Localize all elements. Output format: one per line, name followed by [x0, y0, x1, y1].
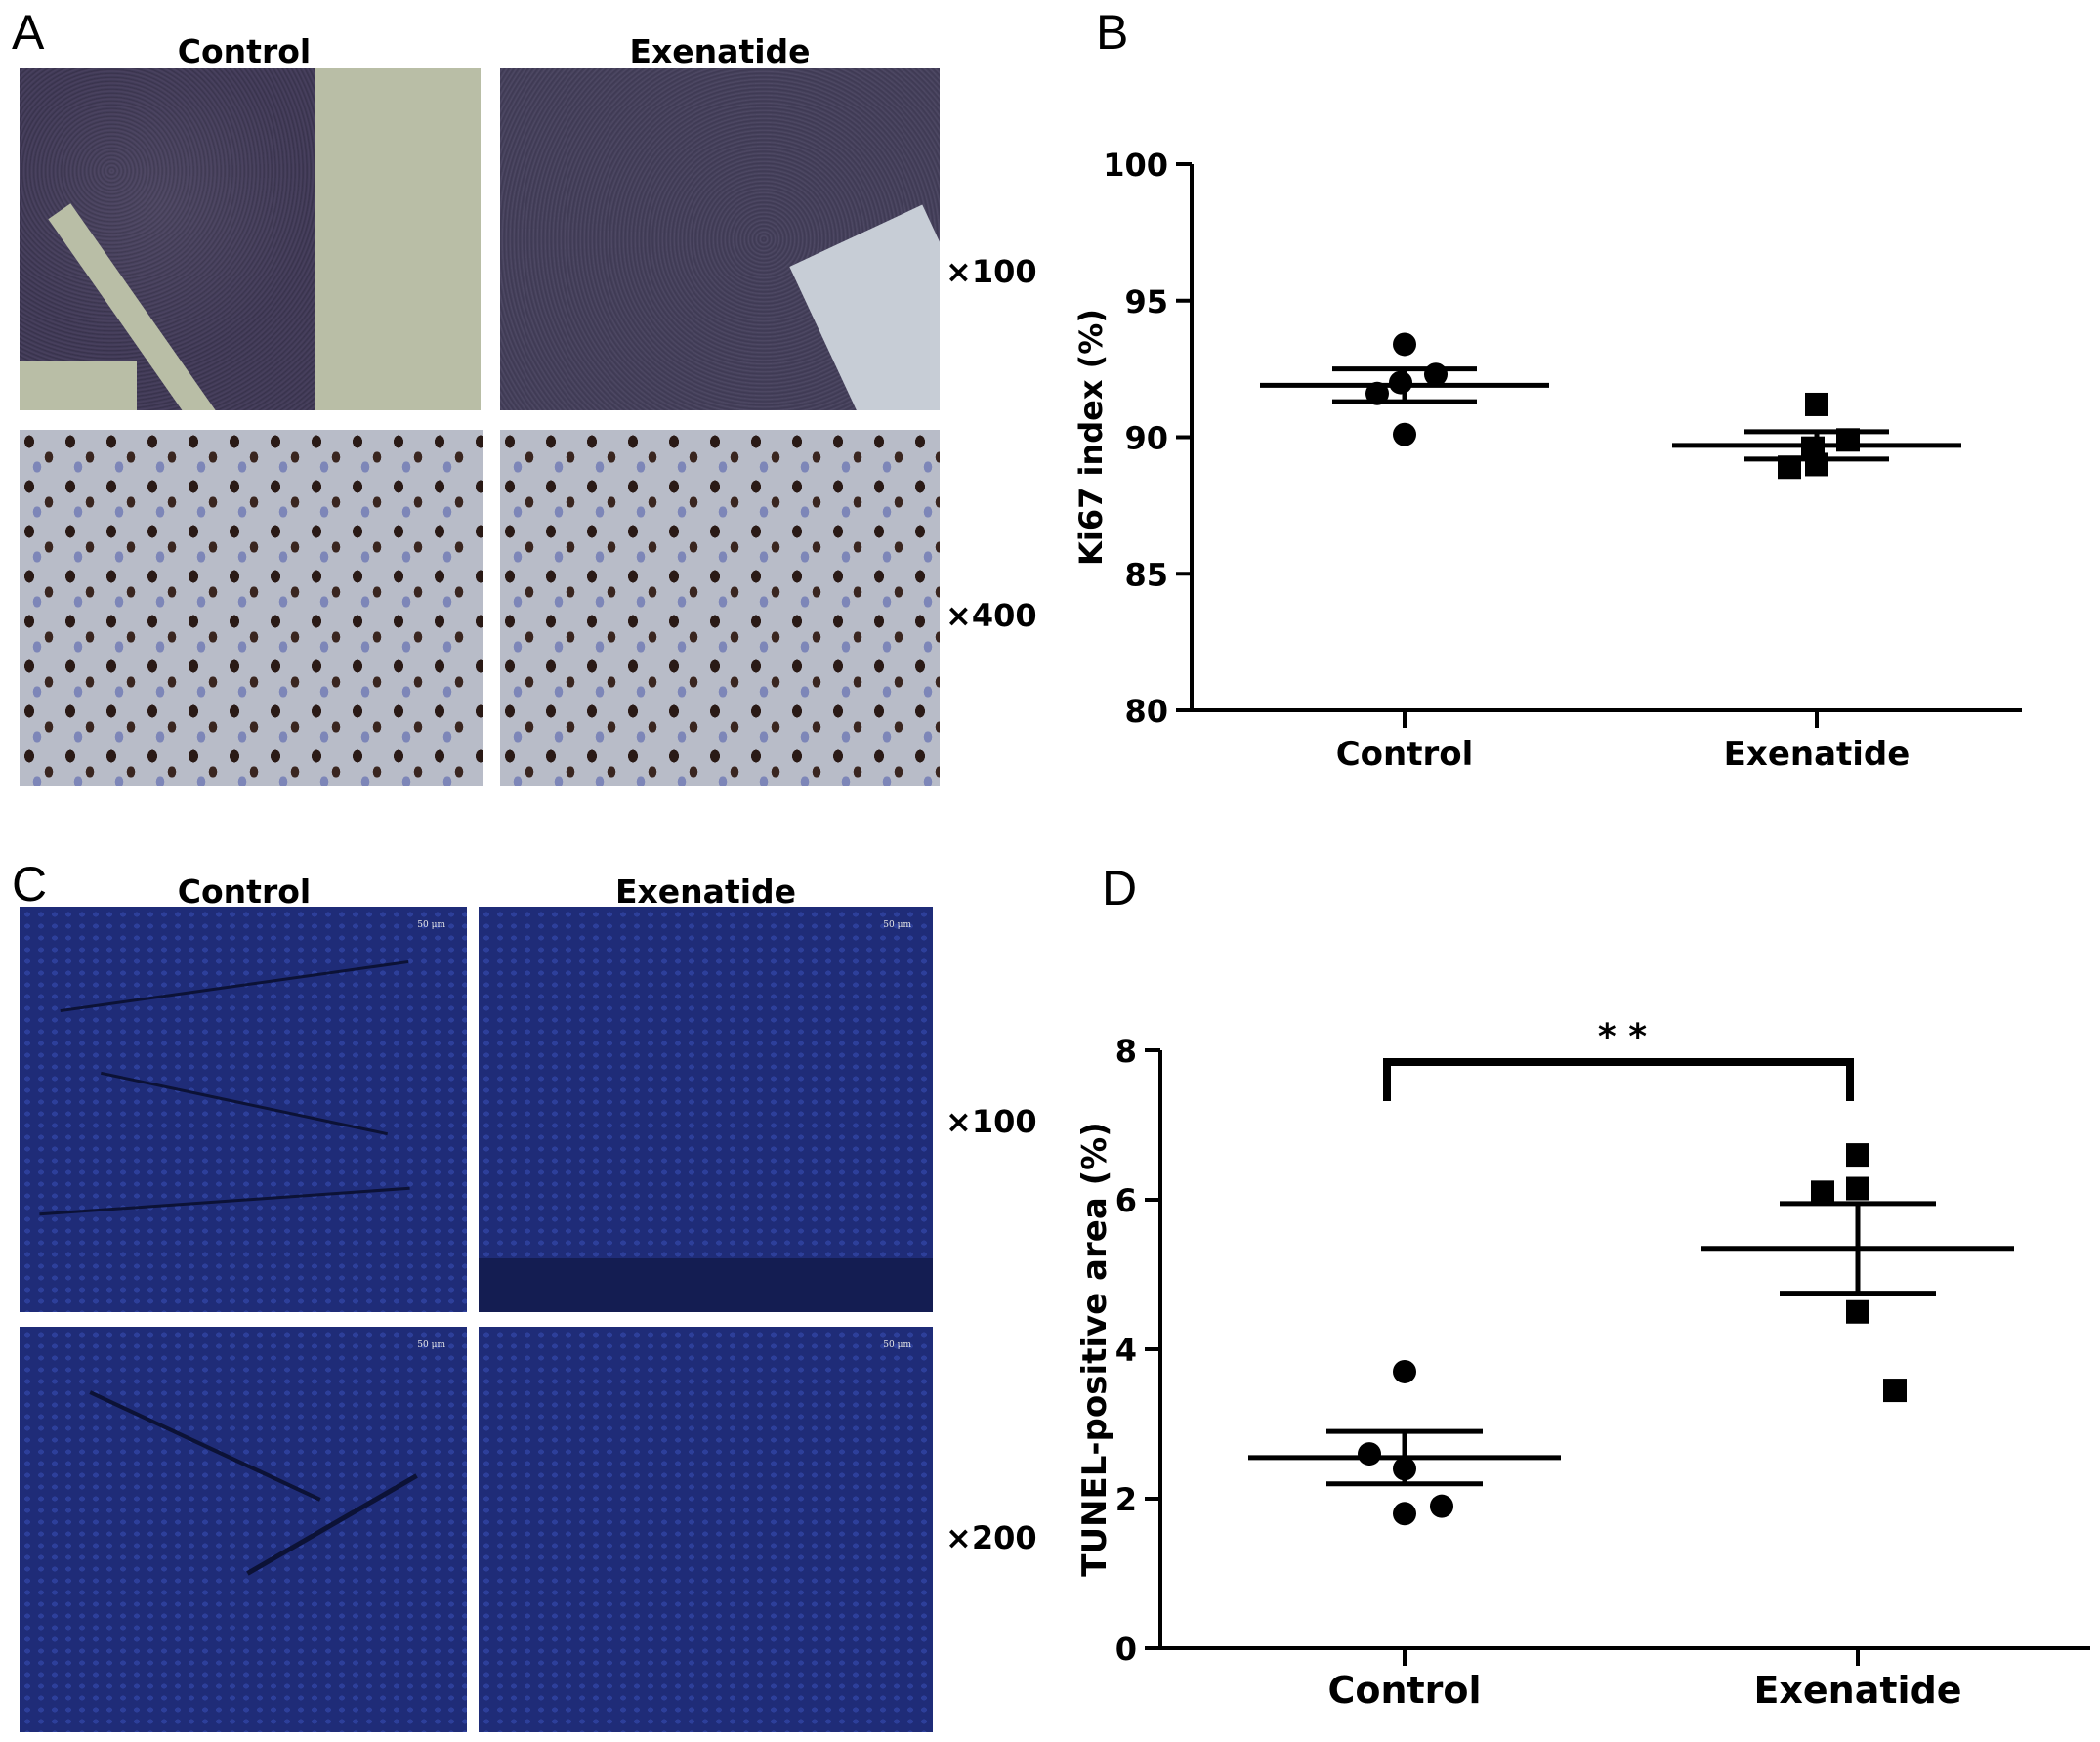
panel-c-column-title-control: Control	[177, 872, 312, 911]
panel-c-control-x100-image: 50 μm	[20, 907, 467, 1312]
panel-letter-c: C	[12, 857, 48, 912]
panel-letter-b: B	[1096, 5, 1129, 60]
significance-bracket	[1383, 1058, 1854, 1101]
panel-a-magnification-x400: ×400	[945, 597, 1037, 634]
scale-bar-label: 50 μm	[417, 920, 445, 930]
data-point	[1778, 455, 1801, 480]
panel-a-column-title-control: Control	[177, 32, 312, 70]
panel-a-exenatide-x400-image	[500, 430, 940, 786]
data-point	[1393, 1457, 1416, 1481]
data-point	[1836, 428, 1860, 452]
panel-c-exenatide-x200-image: 50 μm	[479, 1327, 933, 1732]
x-tick-label: Control	[1336, 735, 1474, 774]
panel-letter-d: D	[1102, 861, 1138, 915]
panel-c-exenatide-x100-image: 50 μm	[479, 907, 933, 1312]
crack	[100, 1071, 389, 1136]
data-point	[1365, 381, 1389, 405]
significance-label: * *	[1598, 1017, 1647, 1057]
panel-a-control-lower-clear-area	[20, 361, 137, 410]
crack	[60, 959, 409, 1013]
scale-bar-label: 50 μm	[883, 1340, 911, 1350]
y-axis-label: TUNEL-positive area (%)	[1075, 1122, 1114, 1577]
panel-c-control-x200-image: 50 μm	[20, 1327, 467, 1732]
data-point	[1805, 452, 1828, 477]
data-point	[1393, 1502, 1416, 1526]
y-tick-label: 85	[1124, 556, 1168, 593]
scale-bar-label: 50 μm	[883, 920, 911, 930]
crack	[39, 1186, 410, 1216]
scale-bar-label: 50 μm	[417, 1340, 445, 1350]
panel-a-exenatide-stroma-region	[789, 204, 940, 410]
y-tick-label: 90	[1124, 420, 1168, 457]
data-point	[1393, 422, 1416, 446]
y-tick-label: 95	[1124, 283, 1168, 320]
data-point	[1883, 1379, 1907, 1403]
panel-a-control-x100-image	[20, 68, 481, 410]
data-point	[1393, 332, 1416, 357]
y-tick-label: 6	[1115, 1182, 1137, 1219]
crack	[89, 1390, 321, 1502]
x-tick-label: Control	[1327, 1669, 1481, 1712]
panel-c-magnification-x200: ×200	[945, 1519, 1037, 1556]
data-point	[1393, 1359, 1416, 1383]
data-point	[1805, 392, 1828, 416]
tunel-positive-area-chart: 0 2 4 6 8 Control Exenatide TUNEL-positive area…	[1075, 1017, 2090, 1712]
data-point	[1846, 1176, 1869, 1201]
y-tick-label: 2	[1115, 1481, 1137, 1518]
data-point	[1389, 370, 1412, 395]
data-point	[1846, 1143, 1869, 1168]
data-point	[1846, 1299, 1869, 1324]
panel-c-magnification-x100: ×100	[945, 1103, 1037, 1140]
y-tick-label: 8	[1115, 1033, 1137, 1070]
x-tick-label: Exenatide	[1724, 735, 1911, 774]
y-tick-label: 100	[1103, 147, 1168, 184]
panel-a-magnification-x100: ×100	[945, 253, 1037, 290]
ki67-index-chart: 80 85 90 95 100 Control Exenatide Ki67 index (%…	[1072, 147, 2022, 774]
data-point	[1811, 1180, 1834, 1205]
data-point	[1430, 1494, 1453, 1518]
y-tick-label: 0	[1115, 1631, 1137, 1668]
y-tick-label: 4	[1115, 1332, 1137, 1369]
y-axis-label: Ki67 index (%)	[1072, 309, 1110, 566]
panel-a-exenatide-x100-image	[500, 68, 940, 410]
dark-border-region	[479, 1258, 933, 1312]
panel-a-control-x400-image	[20, 430, 483, 786]
panel-a-control-background-region	[315, 68, 481, 410]
y-tick-label: 80	[1124, 693, 1168, 730]
panel-a-column-title-exenatide: Exenatide	[629, 32, 811, 70]
data-point	[1424, 362, 1448, 387]
panel-letter-a: A	[12, 5, 45, 60]
x-tick-label: Exenatide	[1753, 1669, 1961, 1712]
panel-c-column-title-exenatide: Exenatide	[614, 872, 797, 911]
data-point	[1358, 1442, 1381, 1466]
crack	[246, 1473, 418, 1576]
